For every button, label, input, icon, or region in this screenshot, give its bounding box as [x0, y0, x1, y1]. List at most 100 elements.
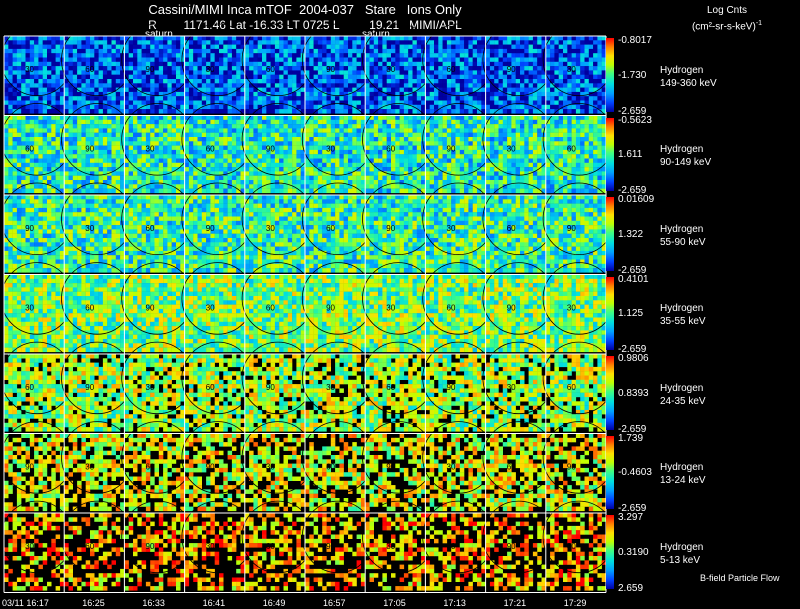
image-cell: 90 — [482, 23, 555, 114]
svg-text:60: 60 — [386, 144, 395, 153]
image-cell: 30 — [301, 103, 375, 194]
image-cell: 30 — [542, 23, 616, 114]
image-cell: 30 — [362, 262, 435, 353]
colorbar-mid-value: 1.125 — [618, 308, 644, 320]
image-cell: 60 — [362, 103, 435, 194]
time-label: 16:41 — [202, 598, 226, 608]
image-cell: 60 — [181, 341, 254, 432]
image-cell: 30 — [241, 421, 315, 512]
image-cell: 60 — [301, 182, 375, 273]
colorbar-max-value: 0.01609 — [618, 194, 655, 205]
image-cell: 60 — [422, 23, 495, 114]
colorbar-min-value: 2.659 — [618, 582, 644, 594]
units-expression: (cm²-sr-s-keV) — [691, 21, 756, 33]
species-name: Hydrogen — [660, 303, 704, 315]
species-label: Hydrogen 55-90 keV — [660, 223, 706, 249]
colorbar — [606, 276, 614, 350]
image-cell: 30 — [422, 421, 495, 512]
time-label: 17:13 — [443, 598, 466, 608]
image-cell: 30 — [61, 182, 134, 273]
colorbar — [606, 435, 614, 509]
colorbar — [606, 117, 614, 191]
image-cell: 60 — [362, 341, 435, 432]
colorbar — [606, 515, 614, 589]
colorbar — [606, 197, 614, 271]
image-cell: 90 — [482, 500, 555, 591]
time-label: 16:49 — [262, 598, 286, 608]
image-cell: 90 — [362, 182, 435, 273]
colorbar-mid-value: 1.322 — [618, 228, 644, 240]
svg-text:30: 30 — [567, 65, 576, 74]
image-cell: 60 — [181, 103, 254, 194]
time-label: 16:25 — [82, 598, 105, 608]
svg-text:30: 30 — [507, 144, 516, 153]
energy-range: 55-90 keV — [660, 236, 706, 248]
svg-text:60: 60 — [25, 144, 34, 153]
image-cell: 30 — [301, 341, 375, 432]
species-name: Hydrogen — [660, 64, 704, 76]
image-cell: 60 — [482, 182, 555, 273]
colorbar-min-value: -2.659 — [618, 264, 647, 276]
colorbar-max-value: 3.297 — [618, 512, 644, 523]
image-cell: 30 — [121, 341, 194, 432]
species-name: Hydrogen — [660, 144, 704, 156]
image-cell: 60 — [61, 262, 134, 353]
svg-text:30: 30 — [25, 65, 34, 74]
page-title: Cassini/MIMI Inca mTOF 2004-037 Stare Io… — [148, 2, 462, 17]
image-cell: 90 — [0, 182, 74, 273]
species-label: Hydrogen 90-149 keV — [660, 143, 711, 169]
image-cell: 60 — [121, 182, 194, 273]
image-cell: 90 — [362, 421, 435, 512]
colorbar — [606, 356, 614, 430]
image-cell: 90 — [301, 23, 375, 114]
svg-text:90: 90 — [507, 65, 516, 74]
colorbar-mid-value: 0.8393 — [618, 387, 649, 399]
colorbar-max-value: 1.739 — [618, 432, 644, 444]
image-cell: 90 — [422, 103, 495, 194]
saturn-marker-2: saturn — [362, 29, 390, 40]
saturn-marker-1: saturn — [145, 29, 173, 40]
image-cell: 30 — [542, 262, 616, 353]
colorbar-mid-value: 1.611 — [618, 149, 643, 161]
species-label: Hydrogen 149-360 keV — [660, 64, 717, 90]
energy-range: 35-55 keV — [660, 316, 706, 328]
image-cell: 90 — [241, 103, 315, 194]
time-label: 16:33 — [142, 598, 165, 608]
image-cell: 90 — [181, 421, 254, 512]
svg-text:90: 90 — [266, 144, 275, 153]
time-label: 03/11 16:17 — [2, 598, 49, 608]
svg-text:90: 90 — [447, 144, 456, 153]
image-cell: 60 — [61, 23, 134, 114]
time-label: 17:29 — [563, 598, 587, 608]
image-cell: 60 — [482, 421, 555, 512]
units-line-2: (cm²-sr-s-keV)-1 — [662, 17, 792, 33]
svg-text:60: 60 — [85, 65, 94, 74]
image-cell: 90 — [121, 23, 194, 114]
energy-range: 5-13 keV — [660, 554, 701, 566]
colorbar-min-value: -2.659 — [618, 503, 647, 514]
svg-text:60: 60 — [447, 65, 456, 74]
energy-range: 24-35 keV — [660, 395, 706, 407]
image-cell: 90 — [301, 500, 375, 591]
image-cell: 90 — [542, 182, 616, 273]
image-cell: 30 — [482, 103, 555, 194]
time-label: 16:57 — [323, 598, 346, 608]
image-cell: 90 — [422, 341, 495, 432]
colorbar-max-value: 0.9806 — [618, 353, 649, 364]
svg-text:60: 60 — [266, 65, 275, 74]
image-cell: 60 — [301, 421, 375, 512]
image-cell: 90 — [121, 262, 194, 353]
svg-text:90: 90 — [326, 65, 335, 74]
image-cell: 30 — [0, 23, 74, 114]
colorbar-max-value: -0.5623 — [618, 114, 652, 126]
image-cell: 90 — [121, 500, 194, 591]
colorbar-max-value: -0.8017 — [618, 35, 652, 46]
image-cell: 90 — [61, 103, 134, 194]
svg-text:30: 30 — [146, 144, 155, 153]
species-name: Hydrogen — [660, 462, 704, 474]
colorbar-mid-value: -0.4603 — [618, 467, 652, 479]
energy-range: 13-24 keV — [660, 475, 706, 487]
image-cell: 90 — [61, 341, 134, 432]
image-cell: 90 — [542, 421, 616, 512]
colorbar — [606, 38, 614, 112]
